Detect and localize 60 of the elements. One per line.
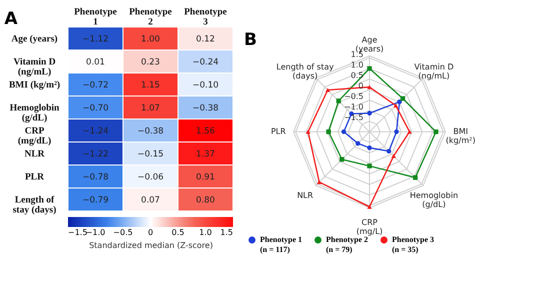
color-bar-label: −1.5 — [68, 228, 88, 237]
y-tick-label: BMI (kg/m²) — [8, 80, 60, 90]
data-label: −0.70 — [82, 104, 109, 114]
color-bar-label: 0.5 — [172, 228, 184, 237]
data-label: 0.12 — [196, 34, 215, 44]
y-tick-label: −1.0 — [344, 102, 364, 112]
y-tick-label: Vitamin D (ng/mL) — [13, 58, 56, 78]
color-bar-label: 0 — [148, 228, 154, 237]
data-label: 1.37 — [196, 150, 215, 160]
y-tick-label: 1.5 — [350, 50, 364, 59]
color-bar-label: −1.0 — [86, 228, 106, 237]
legend-label: Phenotype 3 (n = 35) — [392, 235, 434, 254]
data-label: −0.78 — [82, 172, 109, 182]
y-tick-label: CRP (mg/dL) — [18, 126, 52, 146]
data-label: −1.12 — [82, 34, 109, 44]
data-label: 0.80 — [196, 196, 215, 206]
color-bar-label: 1.0 — [199, 228, 212, 237]
data-label: 0.01 — [86, 58, 105, 68]
x-tick-label: Phenotype 1 — [74, 8, 117, 28]
legend-label: Phenotype 1 (n = 117) — [260, 235, 302, 254]
text: B — [244, 30, 257, 50]
data-label: 1.56 — [196, 126, 215, 136]
color-bar-label: 1.5 — [220, 228, 233, 237]
data-label: 1.15 — [141, 80, 160, 90]
spoke-label: BMI (kg/m²) — [446, 126, 476, 145]
x-tick-label: Phenotype 2 — [129, 8, 172, 28]
data-label: −0.24 — [192, 58, 219, 68]
spoke-label: Hemoglobin (g/dL) — [410, 191, 458, 210]
data-label: −0.72 — [82, 80, 109, 90]
spoke-label: Vitamin D (ng/mL) — [414, 62, 454, 80]
data-label: −0.06 — [137, 172, 164, 182]
data-label: −0.10 — [192, 80, 219, 90]
y-tick-label: NLR — [24, 150, 45, 160]
data-label: 1.00 — [141, 34, 160, 44]
data-label: 0.07 — [141, 196, 160, 206]
spoke-label: CRP (mg/L) — [356, 218, 383, 236]
y-tick-label: 1.0 — [350, 60, 364, 70]
y-tick-label: Hemoglobin (g/dL) — [10, 104, 60, 124]
data-label: −0.38 — [137, 126, 164, 136]
color-bar-label: −0.5 — [113, 228, 133, 237]
x-tick-label: Phenotype 3 — [184, 8, 227, 28]
legend-label: Phenotype 2 (n = 79) — [326, 235, 368, 254]
data-label: −0.79 — [82, 196, 109, 206]
y-tick-label: Age (years) — [11, 34, 58, 44]
data-label: 0.91 — [196, 172, 215, 182]
y-tick-label: PLR — [25, 172, 44, 182]
data-label: −1.22 — [82, 150, 109, 160]
y-tick-label: −0.5 — [344, 92, 364, 102]
color-bar-title: Standardized median (Z-score) — [89, 241, 213, 250]
text: A — [4, 9, 18, 29]
data-label: −0.38 — [192, 104, 219, 114]
data-label: 0.23 — [141, 58, 160, 68]
data-label: −1.24 — [82, 126, 109, 136]
data-label: 1.07 — [141, 104, 160, 114]
spoke-label: PLR — [270, 126, 286, 136]
y-tick-label: Length of stay (days) — [12, 196, 56, 216]
spoke-label: Length of stay (days) — [276, 62, 334, 80]
y-tick-label: 0.5 — [350, 71, 364, 80]
data-label: −0.15 — [137, 150, 164, 160]
spoke-label: NLR — [297, 191, 314, 200]
